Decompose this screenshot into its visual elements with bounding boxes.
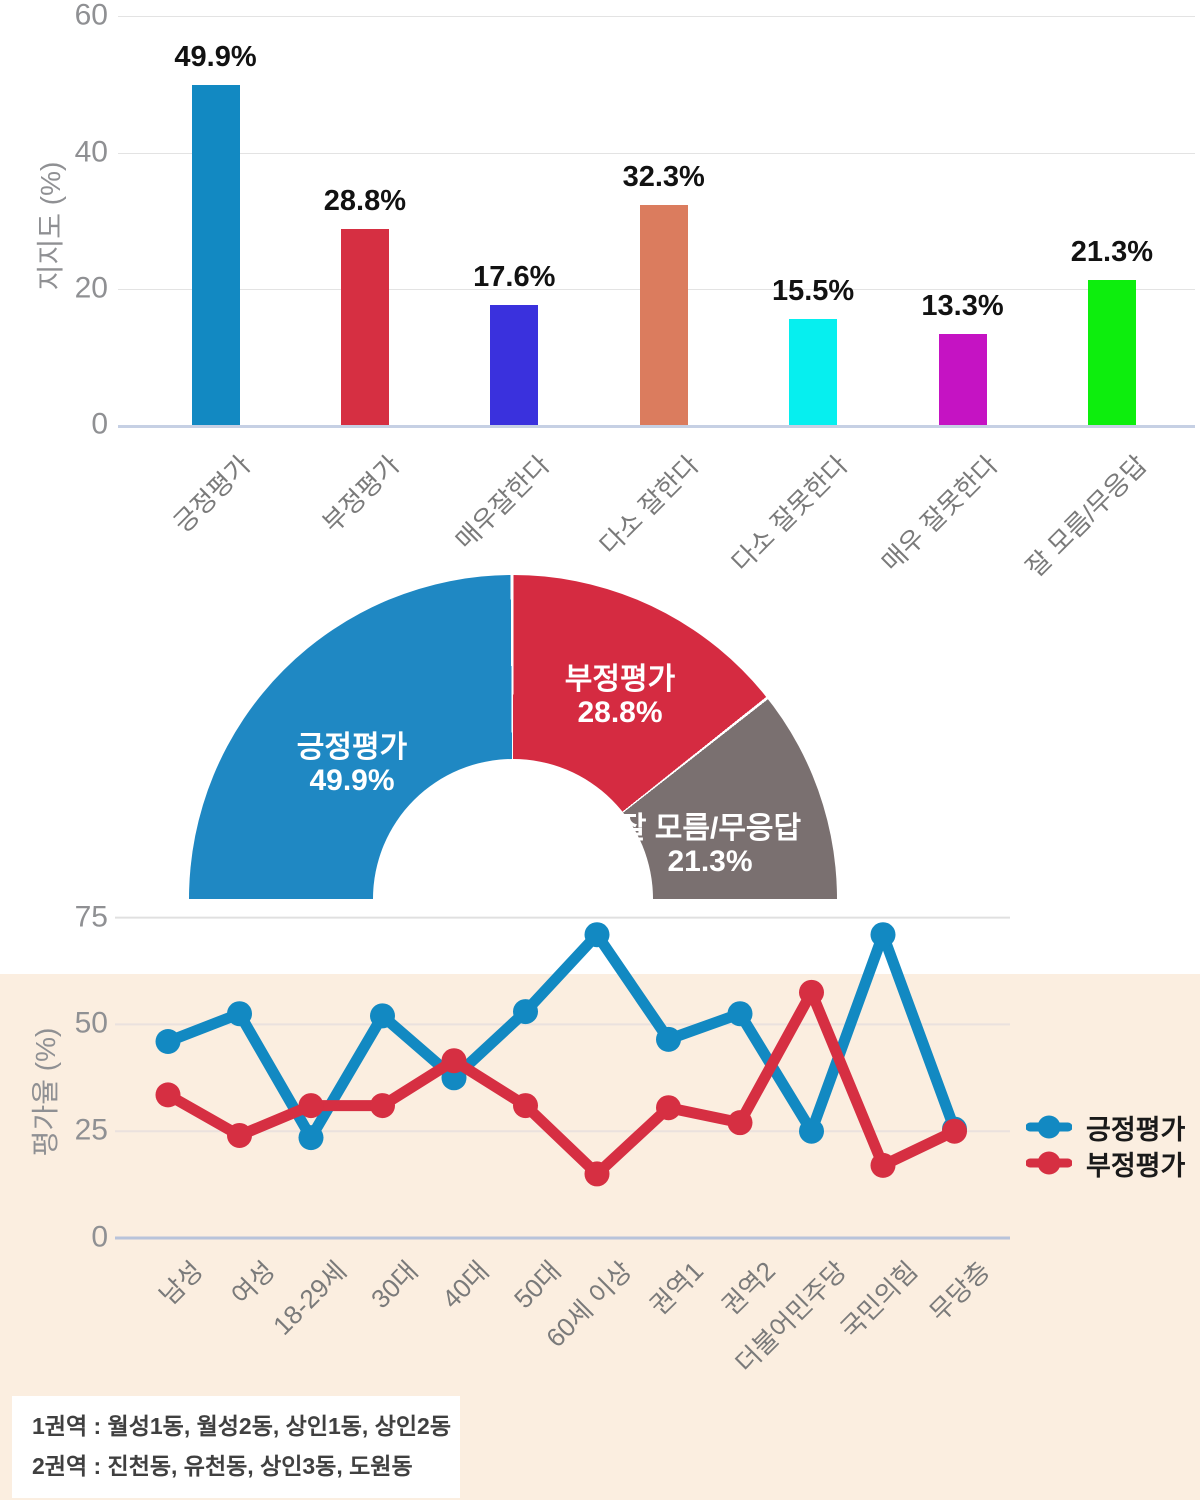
donut-wrap <box>189 575 837 899</box>
bar-category-label: 매우잘한다 <box>449 449 556 556</box>
bar <box>490 305 539 425</box>
bar-value-label: 28.8% <box>323 184 406 217</box>
gridline <box>118 16 1195 18</box>
y-tick-label: 0 <box>91 407 108 441</box>
bar-category-label: 부정평가 <box>316 449 406 539</box>
y-tick-label: 50 <box>74 1006 108 1040</box>
series-line <box>162 929 960 1144</box>
data-point <box>370 1093 395 1119</box>
bar-category-label: 긍정평가 <box>167 449 257 539</box>
data-point <box>370 1003 395 1029</box>
legend-marker-icon <box>1026 1115 1072 1139</box>
data-point <box>727 1001 753 1027</box>
y-tick-label: 40 <box>74 134 108 168</box>
data-point <box>799 1118 824 1144</box>
donut-slice-label: 잘 모름/무응답 21.3% <box>560 812 860 878</box>
data-point <box>513 999 538 1025</box>
donut-slice-name: 긍정평가 <box>296 731 408 764</box>
legend-marker-icon <box>1026 1151 1072 1175</box>
bar <box>938 334 987 425</box>
footnote-line-1: 1권역 : 월성1동, 월성2동, 상인1동, 상인2동 <box>32 1413 451 1439</box>
footnote-box: 1권역 : 월성1동, 월성2동, 상인1동, 상인2동 2권역 : 진천동, … <box>12 1396 460 1498</box>
data-point <box>942 1118 967 1144</box>
y-tick-label: 75 <box>74 899 108 933</box>
donut-slice-name: 부정평가 <box>564 663 676 696</box>
bar-value-label: 13.3% <box>921 290 1004 323</box>
line-chart-plot <box>115 916 1010 1240</box>
bar-category-label: 매우 잘못한다 <box>875 449 1004 578</box>
footnote-line-2: 2권역 : 진천동, 유천동, 상인3동, 도원동 <box>32 1453 413 1479</box>
data-point <box>584 1161 610 1187</box>
bar-category-label: 다소 잘한다 <box>593 449 705 561</box>
bar-value-label: 15.5% <box>771 275 855 308</box>
data-point <box>727 1110 753 1136</box>
data-point <box>298 1125 324 1151</box>
legend-label: 부정평가 <box>1086 1150 1186 1181</box>
y-tick-label: 20 <box>74 271 108 305</box>
line-chart-y-axis-title: 평가율 (%) <box>30 1027 61 1157</box>
gridline <box>118 152 1195 154</box>
data-point <box>656 1095 681 1121</box>
y-tick-label: 25 <box>74 1113 108 1147</box>
bar <box>789 319 838 425</box>
bar <box>1087 279 1136 425</box>
data-point <box>441 1065 467 1091</box>
bar-category-label: 잘 모름/무응답 <box>1019 449 1153 583</box>
x-axis-line <box>118 425 1195 428</box>
data-point <box>227 1122 252 1148</box>
bar <box>639 205 688 425</box>
legend-item: 긍정평가 <box>1026 1110 1186 1145</box>
donut-slice-label: 긍정평가 49.9% <box>242 731 462 797</box>
data-point <box>155 1082 181 1108</box>
donut-slice-value: 28.8% <box>577 696 663 729</box>
data-point <box>584 922 610 948</box>
bar <box>340 228 389 425</box>
data-point <box>513 1093 538 1119</box>
bar-category-label: 다소 잘못한다 <box>726 449 854 578</box>
bar <box>191 85 240 425</box>
donut-slice-value: 49.9% <box>309 764 395 797</box>
legend-item: 부정평가 <box>1026 1146 1186 1181</box>
donut-slice-name: 잘 모름/무응답 <box>618 812 802 845</box>
data-point <box>441 1048 467 1074</box>
donut-slice-value: 21.3% <box>667 845 753 878</box>
series-line <box>162 986 960 1180</box>
legend-label: 긍정평가 <box>1086 1114 1186 1145</box>
bar-value-label: 49.9% <box>174 41 257 74</box>
data-point <box>656 1026 681 1052</box>
y-tick-label: 60 <box>74 0 108 32</box>
data-point <box>870 922 896 948</box>
data-point <box>227 1001 252 1027</box>
data-point <box>155 1028 181 1054</box>
data-point <box>870 1152 896 1178</box>
y-tick-label: 0 <box>91 1220 108 1254</box>
bar-value-label: 21.3% <box>1070 235 1153 268</box>
bar-value-label: 32.3% <box>622 161 705 194</box>
bar-value-label: 17.6% <box>473 261 556 294</box>
data-point <box>298 1093 324 1119</box>
data-point <box>799 979 824 1005</box>
donut-slice-label: 부정평가 28.8% <box>510 663 730 729</box>
